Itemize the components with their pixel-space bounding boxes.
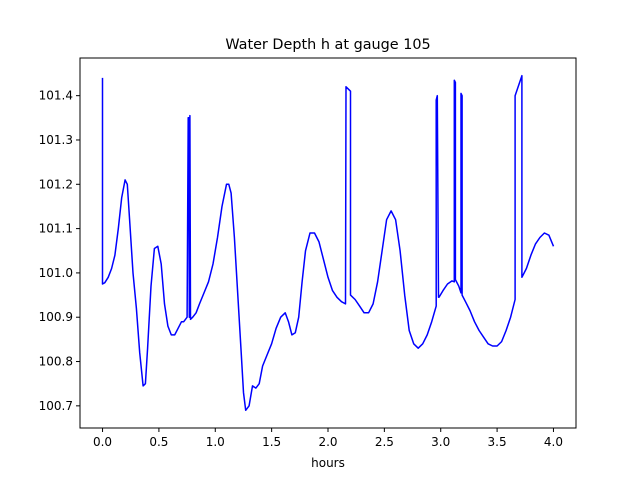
axes-frame bbox=[79, 57, 577, 429]
x-tick-label: 1.5 bbox=[262, 435, 281, 449]
x-tick-label: 0.0 bbox=[93, 435, 112, 449]
y-tick-label: 101.3 bbox=[39, 133, 73, 147]
plot-area bbox=[80, 58, 576, 428]
series-layer bbox=[101, 74, 555, 412]
chart-title: Water Depth h at gauge 105 bbox=[225, 37, 430, 53]
y-tick-label: 100.9 bbox=[39, 310, 73, 324]
y-tick-label: 100.8 bbox=[39, 355, 73, 369]
y-tick-label: 101.2 bbox=[39, 177, 73, 191]
x-tick-label: 2.0 bbox=[318, 435, 337, 449]
x-tick-label: 1.0 bbox=[206, 435, 225, 449]
y-tick-label: 101.4 bbox=[39, 89, 73, 103]
x-tick-label: 3.0 bbox=[431, 435, 450, 449]
y-tick-label: 101.0 bbox=[39, 266, 73, 280]
x-tick-label: 0.5 bbox=[149, 435, 168, 449]
x-tick-label: 2.5 bbox=[375, 435, 394, 449]
x-tick-label: 3.5 bbox=[488, 435, 507, 449]
y-tick-label: 100.7 bbox=[39, 399, 73, 413]
x-tick-label: 4.0 bbox=[544, 435, 563, 449]
series-line bbox=[101, 74, 555, 412]
y-tick-label: 101.1 bbox=[39, 222, 73, 236]
x-axis-label: hours bbox=[311, 456, 345, 470]
tick-layer: 0.0 0.5 1.0 1.5 2.0 2.5 3.0 3.5 4.0 100.7 100.8 100… bbox=[39, 89, 563, 449]
